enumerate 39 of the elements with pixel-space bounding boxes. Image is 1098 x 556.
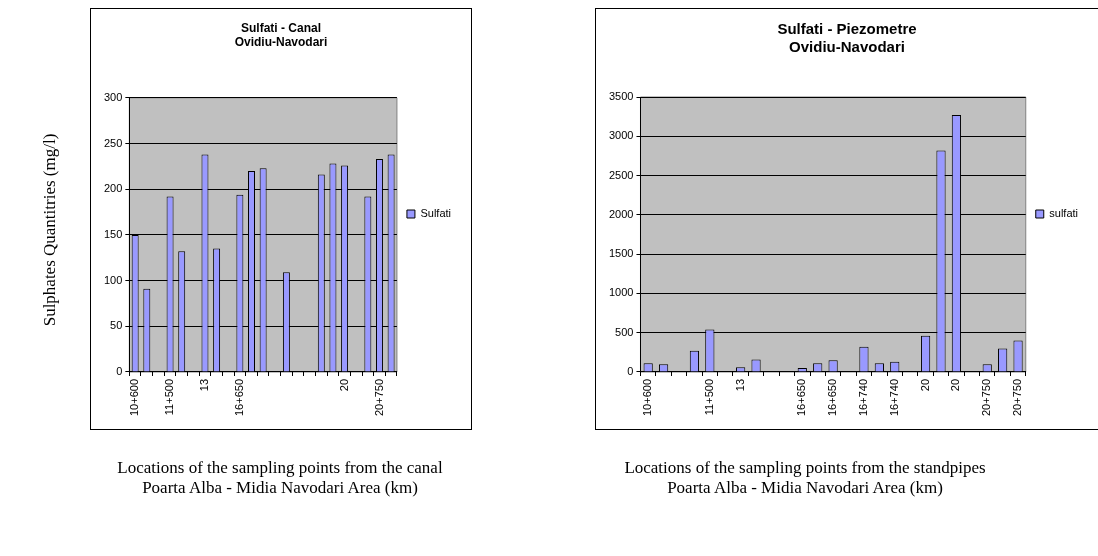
y-tick-label: 300 — [103, 90, 123, 103]
y-tick-label: 50 — [110, 319, 123, 332]
x-tick-label: 11+500 — [163, 378, 176, 416]
y-tick-label: 500 — [615, 325, 634, 338]
x-axis-title: Locations of the sampling points from the standpipes Poarta Alba - Midia Navodari Area (km) — [623, 458, 987, 498]
y-tick-label: 1000 — [608, 286, 634, 299]
x-tick-label: 10+600 — [641, 378, 654, 416]
x-tick-label: 13 — [198, 378, 210, 392]
y-tick-label: 250 — [103, 136, 123, 149]
y-tick-label: 150 — [103, 227, 123, 240]
chart-title: Sulfati - Canal Ovidiu-Navodari — [234, 20, 328, 49]
x-axis-title: Locations of the sampling points from the canal Poarta Alba - Midia Navodari Area (km) — [116, 458, 444, 498]
legend-label: sulfati — [1049, 207, 1079, 220]
x-tick-label: 20 — [918, 378, 931, 392]
x-tick-label: 10+600 — [128, 378, 141, 416]
y-tick-label: 200 — [103, 182, 123, 195]
x-tick-label: 20 — [337, 378, 350, 392]
y-tick-label: 0 — [627, 365, 634, 378]
y-tick-label: 3500 — [608, 90, 634, 103]
x-tick-label: 11+500 — [702, 378, 715, 416]
x-tick-label: 16+740 — [856, 378, 869, 416]
x-tick-label: 16+650 — [232, 378, 245, 416]
y-tick-label: 100 — [103, 273, 123, 286]
y-tick-label: 1500 — [608, 247, 634, 260]
x-tick-label: 20+750 — [372, 378, 385, 416]
y-tick-label: 0 — [116, 365, 123, 378]
y-tick-label: 2000 — [608, 207, 634, 220]
legend-label: Sulfati — [420, 207, 452, 220]
y-tick-label: 3000 — [608, 129, 634, 142]
y-tick-label: 2500 — [608, 168, 634, 181]
x-tick-label: 16+740 — [887, 378, 900, 416]
x-tick-label: 20+750 — [1011, 378, 1024, 416]
chart-title: Sulfati - Piezometre Ovidiu-Navodari — [777, 20, 917, 56]
x-tick-label: 16+650 — [826, 378, 839, 416]
y-axis-title: Sulphates Quantitries (mg/l) — [40, 132, 60, 329]
x-tick-label: 20+750 — [980, 378, 993, 416]
x-tick-label: 16+650 — [795, 378, 808, 416]
x-tick-label: 13 — [733, 378, 746, 392]
x-tick-label: 20 — [949, 378, 962, 392]
